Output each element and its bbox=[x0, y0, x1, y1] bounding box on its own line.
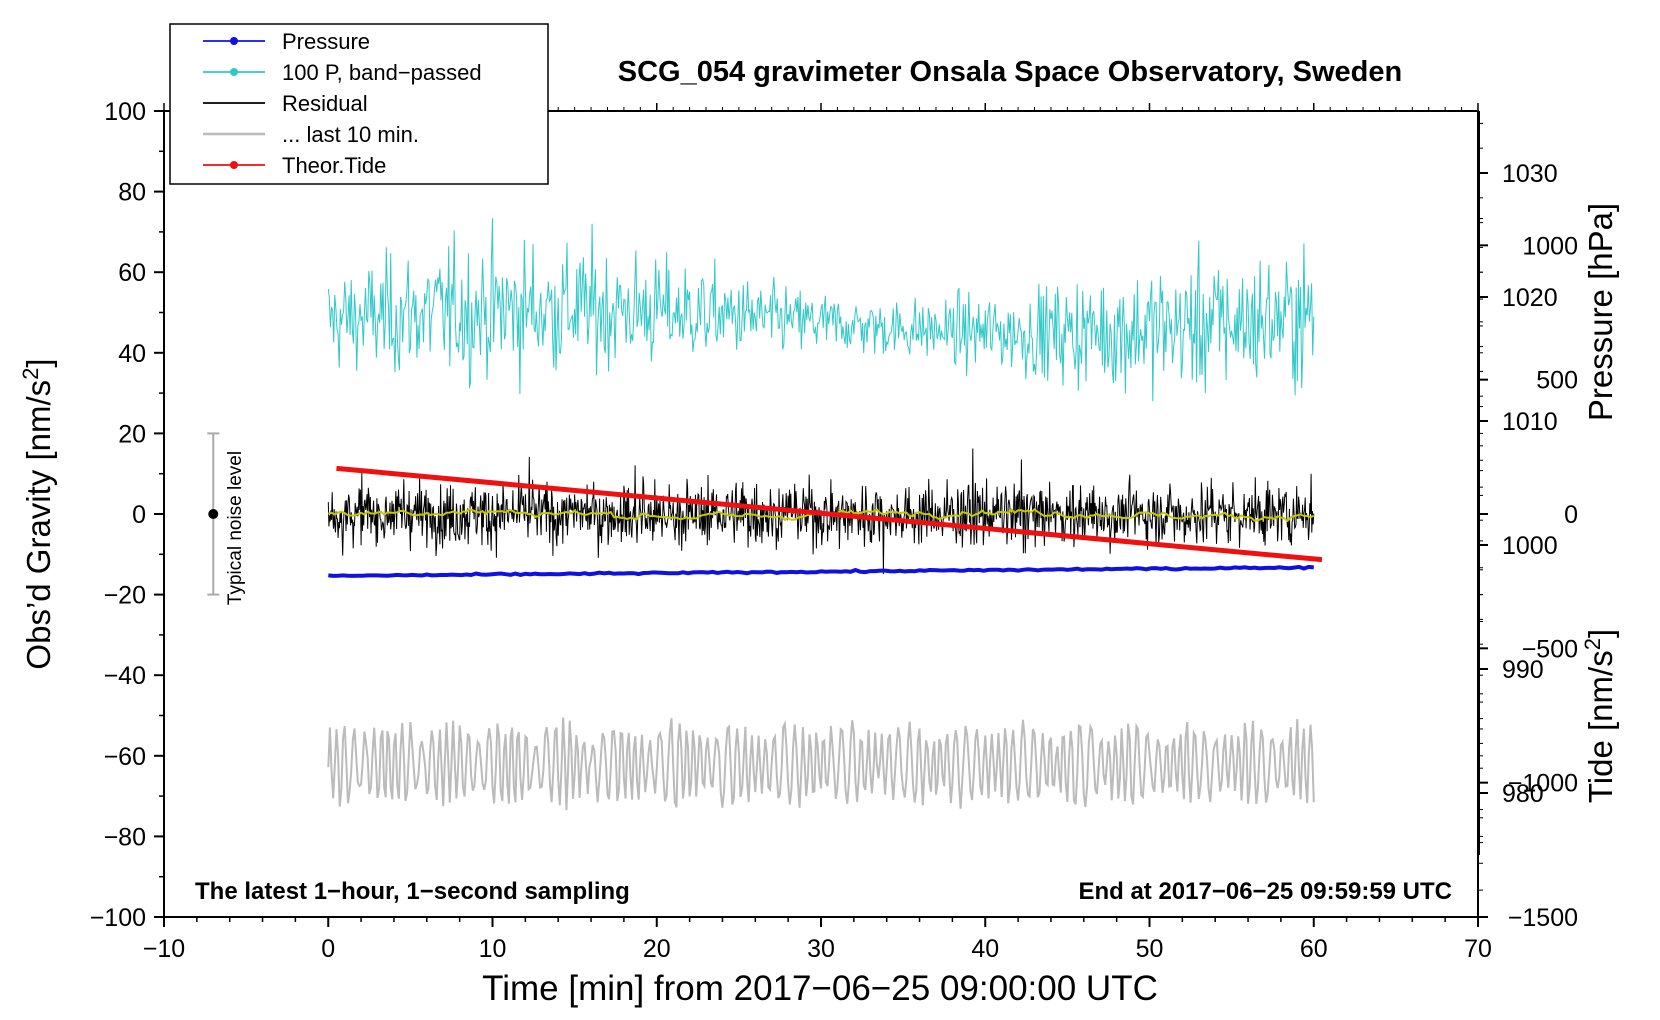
y-left-tick-label: 100 bbox=[104, 98, 146, 126]
tide-tick-label: −1000 bbox=[1508, 770, 1578, 798]
y-axis-tide-label: Tide [nm/s2] bbox=[1580, 629, 1619, 803]
series-band-passed-pressure bbox=[327, 218, 1315, 402]
y-left-tick-label: −20 bbox=[104, 582, 146, 610]
tick-layer: −10 0 10 20 30 40 50 60 70−100−80−60−40−20020406… bbox=[90, 98, 1578, 963]
series-pressure bbox=[328, 564, 1314, 578]
legend-marker bbox=[230, 68, 238, 76]
y-left-tick-label: 60 bbox=[118, 259, 146, 287]
superscript: 2 bbox=[18, 368, 43, 380]
x-tick-label: 20 bbox=[643, 935, 671, 963]
y-left-tick-label: −60 bbox=[104, 743, 146, 771]
noise-bar-center bbox=[208, 509, 219, 519]
legend-box bbox=[169, 23, 549, 185]
y-left-tick-label: 0 bbox=[132, 501, 146, 529]
series-last-10-min bbox=[327, 717, 1315, 811]
y-left-tick-label: 80 bbox=[118, 179, 146, 207]
annotation-left: The latest 1−hour, 1−second sampling bbox=[195, 878, 630, 905]
y-left-tick-label: −80 bbox=[104, 823, 146, 851]
legend-marker bbox=[230, 161, 238, 169]
legend: Pressure 100 P, band−passed Residual ... la… bbox=[169, 23, 549, 185]
tide-tick-label: −500 bbox=[1522, 635, 1578, 663]
pressure-tick-label: 1030 bbox=[1502, 160, 1558, 188]
legend-label: ... last 10 min. bbox=[282, 122, 419, 147]
x-tick-label: 40 bbox=[971, 935, 999, 963]
x-tick-label: 70 bbox=[1464, 935, 1492, 963]
legend-marker bbox=[230, 37, 238, 45]
series-residual bbox=[327, 448, 1315, 575]
noise-level-label: Typical noise level bbox=[225, 451, 246, 605]
superscript: 2 bbox=[1580, 638, 1605, 650]
legend-label: Theor.Tide bbox=[282, 153, 386, 178]
x-tick-label: 10 bbox=[479, 935, 507, 963]
y-axis-left-label: Obs’d Gravity [nm/s2] bbox=[18, 358, 57, 669]
x-tick-label: 60 bbox=[1300, 935, 1328, 963]
y-axis-pressure-label: Pressure [hPa] bbox=[1582, 203, 1619, 421]
tide-tick-label: 500 bbox=[1536, 367, 1578, 395]
pressure-tick-label: 1010 bbox=[1502, 408, 1558, 436]
chart-title: SCG_054 gravimeter Onsala Space Observat… bbox=[618, 56, 1402, 88]
pressure-tick-label: 990 bbox=[1502, 656, 1544, 684]
x-tick-label: 0 bbox=[321, 935, 335, 963]
legend-label: Pressure bbox=[282, 29, 370, 54]
y-left-tick-label: 40 bbox=[118, 340, 146, 368]
pressure-tick-label: 980 bbox=[1502, 780, 1544, 808]
tide-tick-label: 0 bbox=[1564, 501, 1578, 529]
x-tick-label: −10 bbox=[143, 935, 185, 963]
y-left-tick-label: −100 bbox=[90, 904, 146, 932]
pressure-tick-label: 1020 bbox=[1502, 284, 1558, 312]
legend-label: Residual bbox=[282, 91, 368, 116]
tide-tick-label: −1500 bbox=[1508, 904, 1578, 932]
annotation-right: End at 2017−06−25 09:59:59 UTC bbox=[1078, 878, 1452, 905]
series-theoretical-tide bbox=[336, 465, 1323, 563]
y-left-tick-label: 20 bbox=[118, 420, 146, 448]
x-axis-label: Time [min] from 2017−06−25 09:00:00 UTC bbox=[482, 969, 1158, 1008]
legend-label: 100 P, band−passed bbox=[282, 60, 482, 85]
x-tick-label: 50 bbox=[1136, 935, 1164, 963]
data-layer bbox=[207, 218, 1323, 811]
tide-tick-label: 1000 bbox=[1522, 232, 1578, 260]
x-tick-label: 30 bbox=[807, 935, 835, 963]
pressure-tick-label: 1000 bbox=[1502, 532, 1558, 560]
y-left-tick-label: −40 bbox=[104, 662, 146, 690]
